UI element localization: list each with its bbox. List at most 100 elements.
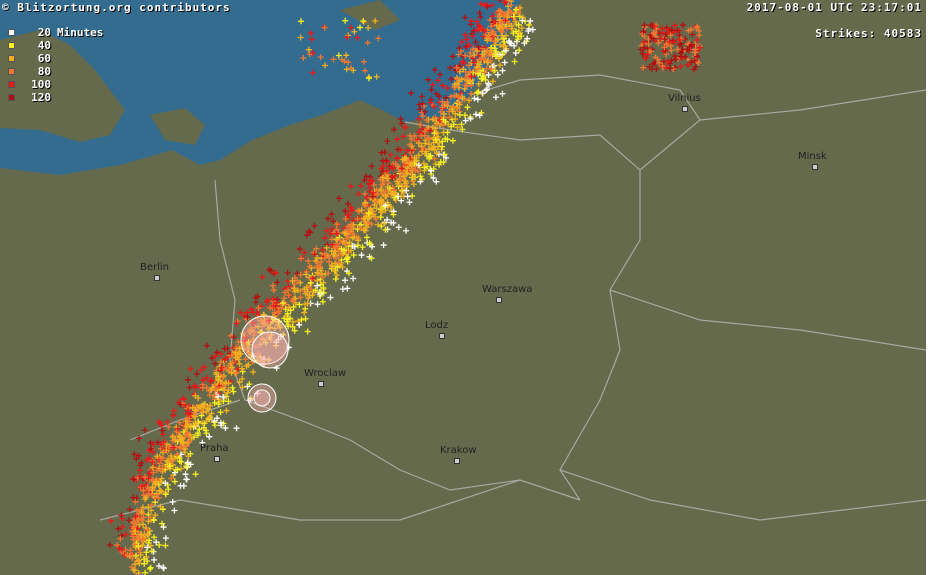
strike-marker [473, 18, 480, 25]
strike-marker [177, 465, 184, 472]
strike-marker [672, 56, 679, 63]
strike-marker [138, 483, 145, 490]
strike-marker [441, 151, 448, 158]
strike-marker [453, 64, 460, 71]
strike-marker [503, 25, 510, 32]
strike-marker [471, 52, 478, 59]
strike-marker [448, 106, 455, 113]
strike-marker [305, 257, 312, 264]
strike-marker [511, 58, 518, 65]
strike-marker [403, 227, 410, 234]
strike-marker [647, 32, 654, 39]
strike-marker [132, 513, 139, 520]
strike-marker [304, 328, 311, 335]
strike-marker [408, 160, 415, 167]
strike-marker [165, 486, 172, 493]
strike-marker [147, 439, 154, 446]
strike-marker [218, 364, 225, 371]
strike-marker [667, 65, 674, 72]
strike-marker [447, 93, 454, 100]
strike-marker [404, 193, 411, 200]
strike-marker [351, 234, 358, 241]
strike-marker [369, 243, 376, 250]
strike-marker [491, 45, 498, 52]
strike-marker [181, 449, 188, 456]
strike-marker [236, 360, 243, 367]
strike-marker [342, 216, 349, 223]
strike-marker [291, 327, 298, 334]
strike-marker [135, 543, 142, 550]
strike-marker [456, 111, 463, 118]
strike-marker [322, 62, 329, 69]
strike-marker [348, 247, 355, 254]
strike-marker [149, 464, 156, 471]
strike-marker [640, 39, 647, 46]
strike-marker [183, 463, 190, 470]
strike-marker [297, 279, 304, 286]
strike-marker [159, 427, 166, 434]
strike-marker [360, 58, 367, 65]
strike-marker [154, 453, 161, 460]
strike-marker [663, 64, 670, 71]
strike-marker [265, 317, 272, 324]
strike-marker [667, 32, 674, 39]
strike-marker [239, 375, 246, 382]
strike-marker [377, 198, 384, 205]
strike-marker [314, 269, 321, 276]
strike-marker [644, 51, 651, 58]
strike-marker [260, 311, 267, 318]
strike-marker [501, 39, 508, 46]
strike-marker [373, 205, 380, 212]
strike-marker [162, 491, 169, 498]
strike-marker [662, 47, 669, 54]
strike-marker [689, 31, 696, 38]
strike-marker [137, 483, 144, 490]
strike-marker [289, 323, 296, 330]
strike-marker [526, 21, 533, 28]
strike-marker [244, 383, 251, 390]
strike-marker [411, 154, 418, 161]
strike-marker [488, 23, 495, 30]
strike-marker [146, 537, 153, 544]
strike-marker [142, 474, 149, 481]
legend-value: 40 [37, 39, 51, 52]
strike-marker [211, 422, 218, 429]
strike-marker [509, 15, 516, 22]
strike-marker [163, 447, 170, 454]
strike-marker [153, 539, 160, 546]
strike-marker [289, 277, 296, 284]
strike-marker [456, 93, 463, 100]
strike-marker [156, 487, 163, 494]
strike-marker [500, 24, 507, 31]
strike-marker [287, 315, 294, 322]
strike-marker [356, 24, 363, 31]
strike-marker [211, 360, 218, 367]
strike-marker [144, 544, 151, 551]
strike-marker [290, 284, 297, 291]
strike-marker [245, 361, 252, 368]
strike-marker [190, 422, 197, 429]
strike-marker [462, 82, 469, 89]
strike-marker [664, 58, 671, 65]
strike-marker [141, 556, 148, 563]
strike-marker [343, 66, 350, 73]
strike-marker [475, 43, 482, 50]
legend-swatch [8, 55, 15, 62]
strike-marker [354, 215, 361, 222]
strike-marker [410, 181, 417, 188]
strike-marker [512, 6, 519, 13]
strike-marker [118, 532, 125, 539]
strike-marker [339, 250, 346, 257]
city-praha: Praha [200, 443, 229, 465]
strike-marker [274, 279, 281, 286]
strike-marker [348, 204, 355, 211]
timestamp: 2017-08-01 UTC 23:17:01 [746, 1, 922, 14]
strike-marker [206, 433, 213, 440]
strike-marker [437, 71, 444, 78]
strike-marker [417, 173, 424, 180]
strike-marker [357, 221, 364, 228]
strike-marker [182, 417, 189, 424]
strike-marker [431, 146, 438, 153]
strike-marker [200, 377, 207, 384]
